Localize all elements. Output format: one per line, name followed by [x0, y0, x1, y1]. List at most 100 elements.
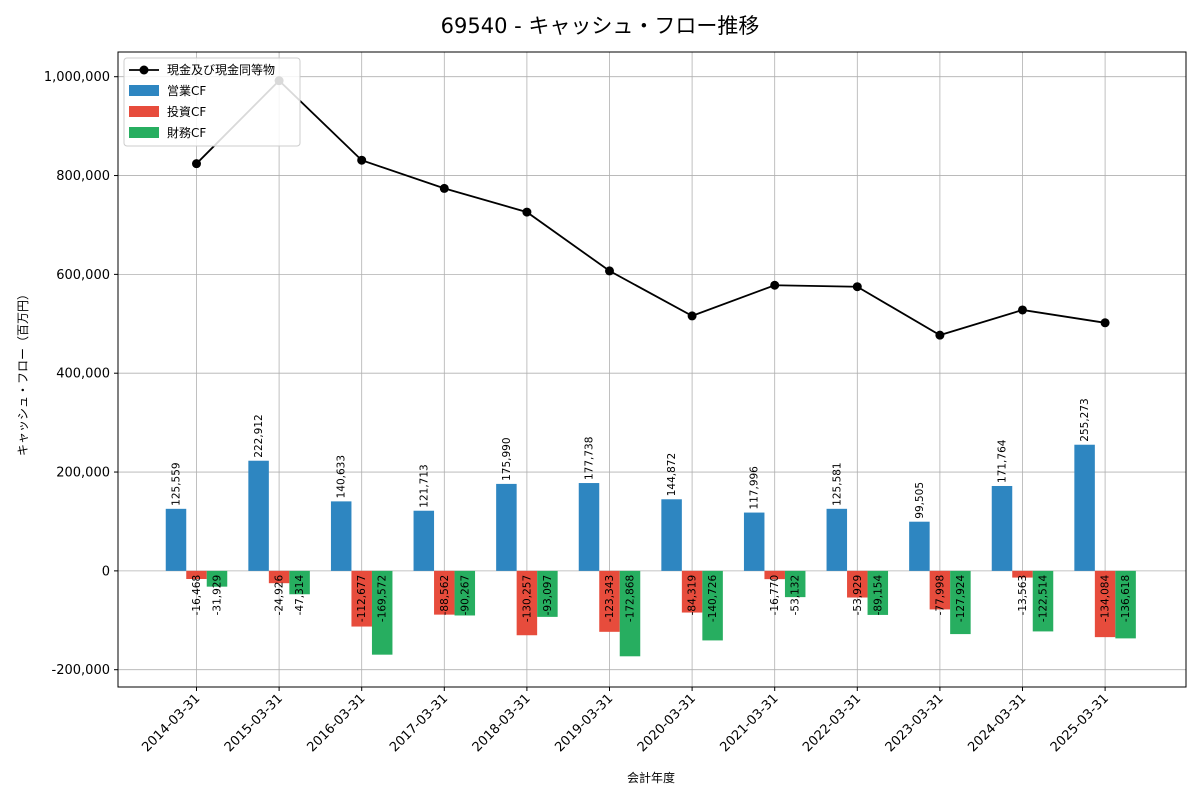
operating-cf-bar — [413, 510, 435, 571]
financing-cf-bar — [454, 570, 476, 616]
data-label-layer: 125,559 222,912 140,633 121,713 175,990 177,7… — [171, 398, 1133, 622]
x-tick-label: 2015-03-31 — [222, 691, 286, 755]
operating-cf-bar — [248, 460, 269, 571]
x-tick-label: 2023-03-31 — [883, 691, 947, 755]
legend-label-cash: 現金及び現金同等物 — [167, 62, 275, 77]
x-tick-label: 2018-03-31 — [470, 691, 534, 755]
investing-cf-bar — [764, 570, 785, 580]
financing-cf-bar — [702, 570, 723, 641]
bar-value-label: -169,572 — [377, 575, 389, 622]
financing-cf-bar — [371, 570, 393, 655]
operating-cf-bar — [743, 512, 765, 571]
investing-cf-bar — [351, 570, 372, 627]
investing-cf-bar — [847, 570, 868, 598]
cash-equivalents-point — [522, 207, 532, 217]
bar-value-label: 175,990 — [501, 437, 513, 480]
x-tick-label: 2024-03-31 — [965, 691, 1029, 755]
investing-cf-bar — [681, 570, 703, 613]
investing-cf-bar — [186, 570, 207, 580]
bar-value-label: -122,514 — [1038, 575, 1050, 623]
x-axis-label: 会計年度 — [627, 770, 675, 785]
financing-cf-bar — [950, 570, 971, 635]
bar-value-label: -16,770 — [769, 575, 781, 616]
bar-layer — [165, 444, 1136, 657]
cash-equivalents-point — [852, 282, 862, 292]
operating-cf-bar — [330, 501, 352, 571]
financing-cf-bar — [867, 570, 889, 615]
legend-label-investing: 投資CF — [167, 104, 206, 119]
bar-value-label: -24,926 — [274, 575, 286, 616]
financing-cf-bar — [537, 570, 558, 617]
operating-cf-bar — [661, 499, 682, 571]
financing-cf-bar — [289, 570, 310, 595]
chart-title: 69540 - キャッシュ・フロー推移 — [441, 14, 760, 38]
financing-cf-bar — [1115, 570, 1136, 639]
bar-value-label: -123,343 — [604, 575, 616, 622]
financing-cf-bar — [1032, 570, 1054, 632]
line-layer — [192, 76, 1110, 340]
operating-cf-bar — [1074, 444, 1095, 571]
legend-label-financing: 財務CF — [167, 125, 206, 140]
legend-label-operating: 営業CF — [167, 84, 206, 98]
cash-equivalents-point — [192, 159, 201, 169]
cash-equivalents-point — [1100, 318, 1110, 328]
bar-value-label: -53,132 — [790, 575, 802, 616]
bar-value-label: 125,559 — [171, 462, 183, 505]
bar-value-label: 171,764 — [997, 439, 1009, 483]
investing-cf-bar — [268, 570, 290, 584]
bar-value-label: 222,912 — [253, 414, 265, 457]
financing-cf-bar — [206, 570, 228, 587]
investing-cf-bar — [516, 570, 538, 636]
investing-cf-bar — [599, 570, 620, 632]
investing-cf-bar — [434, 570, 455, 615]
y-tick-label: 400,000 — [56, 367, 110, 382]
cash-equivalents-line — [195, 79, 1106, 337]
financing-cf-bar — [784, 570, 806, 598]
investing-cf-bar — [1012, 570, 1033, 578]
operating-cf-bar — [909, 521, 930, 571]
bar-value-label: -16,468 — [191, 575, 203, 616]
bar-value-label: -53,929 — [852, 575, 864, 616]
cash-equivalents-point — [935, 330, 945, 340]
bar-value-label: -89,154 — [872, 575, 884, 616]
bar-value-label: -93,097 — [542, 575, 554, 616]
investing-cf-bar — [1094, 570, 1116, 638]
bar-value-label: 117,996 — [749, 466, 761, 510]
operating-cf-bar — [991, 485, 1013, 571]
cash-equivalents-point — [770, 280, 780, 290]
x-tick-label: 2022-03-31 — [800, 691, 864, 755]
y-tick-label: 200,000 — [56, 466, 110, 481]
legend-swatch-financing — [129, 127, 159, 138]
x-tick-label: 2025-03-31 — [1048, 691, 1112, 755]
cash-equivalents-point — [1018, 305, 1027, 315]
legend-box — [123, 57, 301, 147]
y-tick-label: 1,000,000 — [44, 70, 110, 85]
y-tick-label: 800,000 — [56, 169, 110, 184]
bar-value-label: -127,924 — [955, 575, 967, 623]
bar-value-label: 99,505 — [914, 482, 926, 519]
plot-frame — [117, 51, 1187, 688]
bar-value-label: -136,618 — [1120, 575, 1132, 622]
bar-value-label: -90,267 — [459, 575, 471, 616]
x-tick-label: 2019-03-31 — [552, 691, 616, 755]
x-tick-label: 2014-03-31 — [139, 691, 203, 755]
bar-value-label: -88,562 — [439, 575, 451, 616]
x-tick-label: 2021-03-31 — [717, 691, 781, 755]
y-tick-label: -200,000 — [52, 663, 110, 678]
y-tick-label: 600,000 — [56, 268, 110, 283]
cash-equivalents-point — [605, 266, 614, 276]
bar-value-label: -13,563 — [1017, 575, 1029, 616]
legend: 現金及び現金同等物 営業CF 投資CF 財務CF — [123, 57, 301, 147]
bar-value-label: -130,257 — [521, 575, 533, 622]
financing-cf-bar — [619, 570, 641, 657]
x-tick-label: 2020-03-31 — [635, 691, 699, 755]
x-tick-label: 2017-03-31 — [387, 691, 451, 755]
bar-value-label: -112,677 — [356, 575, 368, 622]
legend-line-marker — [139, 65, 149, 75]
bar-value-label: -47,314 — [294, 575, 306, 616]
cash-equivalents-point — [357, 155, 367, 165]
legend-swatch-investing — [129, 106, 159, 117]
operating-cf-bar — [496, 483, 517, 571]
cash-equivalents-point — [439, 183, 449, 193]
